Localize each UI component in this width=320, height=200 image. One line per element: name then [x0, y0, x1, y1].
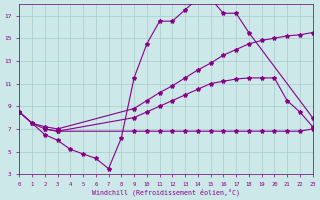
- X-axis label: Windchill (Refroidissement éolien,°C): Windchill (Refroidissement éolien,°C): [92, 188, 240, 196]
